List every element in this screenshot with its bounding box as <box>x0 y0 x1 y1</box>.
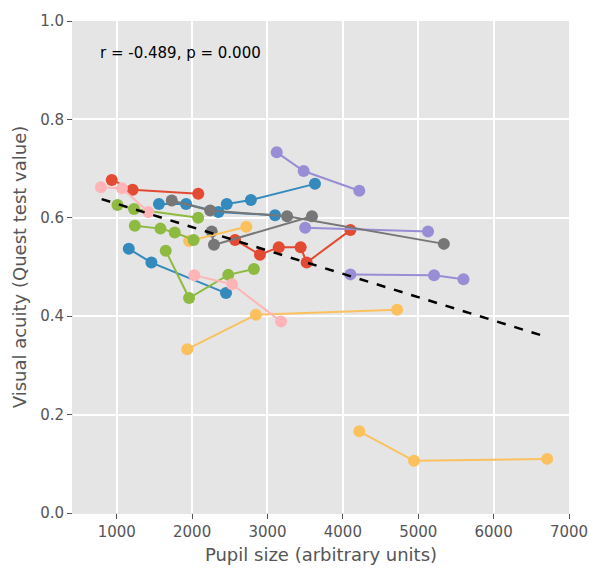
svg-text:r = -0.489, p = 0.000: r = -0.489, p = 0.000 <box>100 44 261 62</box>
svg-text:3000: 3000 <box>248 523 286 541</box>
svg-text:7000: 7000 <box>550 523 588 541</box>
svg-text:0.0: 0.0 <box>40 504 64 522</box>
svg-text:2000: 2000 <box>173 523 211 541</box>
svg-text:0.6: 0.6 <box>40 209 64 227</box>
svg-text:0.4: 0.4 <box>40 307 64 325</box>
svg-text:1.0: 1.0 <box>40 12 64 30</box>
svg-text:Visual acuity (Quest test valu: Visual acuity (Quest test value) <box>9 126 30 409</box>
svg-text:Pupil size (arbitrary units): Pupil size (arbitrary units) <box>205 544 437 565</box>
svg-text:1000: 1000 <box>98 523 136 541</box>
svg-text:0.8: 0.8 <box>40 111 64 129</box>
svg-text:6000: 6000 <box>475 523 513 541</box>
svg-text:0.2: 0.2 <box>40 406 64 424</box>
svg-text:5000: 5000 <box>399 523 437 541</box>
svg-text:4000: 4000 <box>324 523 362 541</box>
